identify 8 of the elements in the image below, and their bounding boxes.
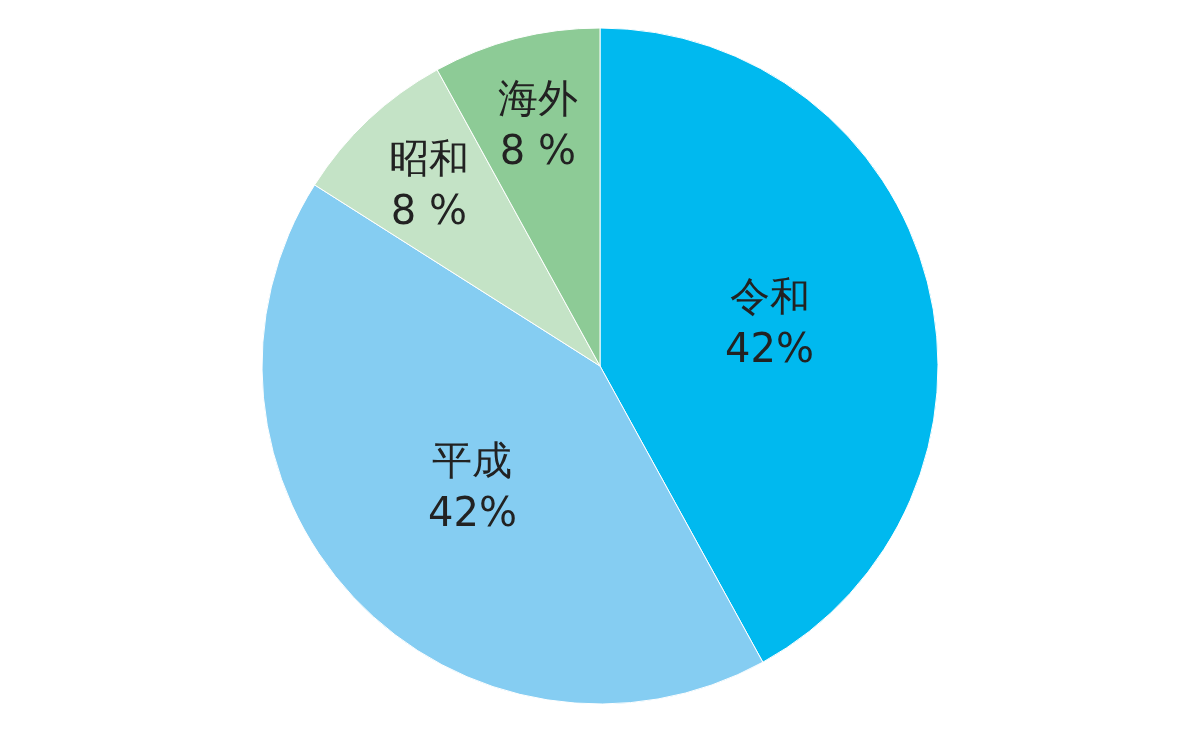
data-label: 42% bbox=[725, 325, 814, 372]
data-label: 8 % bbox=[390, 186, 467, 233]
data-label: 42% bbox=[427, 488, 517, 535]
slice-label: 昭和 bbox=[388, 134, 469, 181]
slice-label: 令和 bbox=[729, 273, 810, 320]
slice-label: 平成 bbox=[432, 436, 513, 483]
data-label: 8 % bbox=[499, 126, 576, 173]
slice-label: 海外 bbox=[497, 74, 578, 121]
